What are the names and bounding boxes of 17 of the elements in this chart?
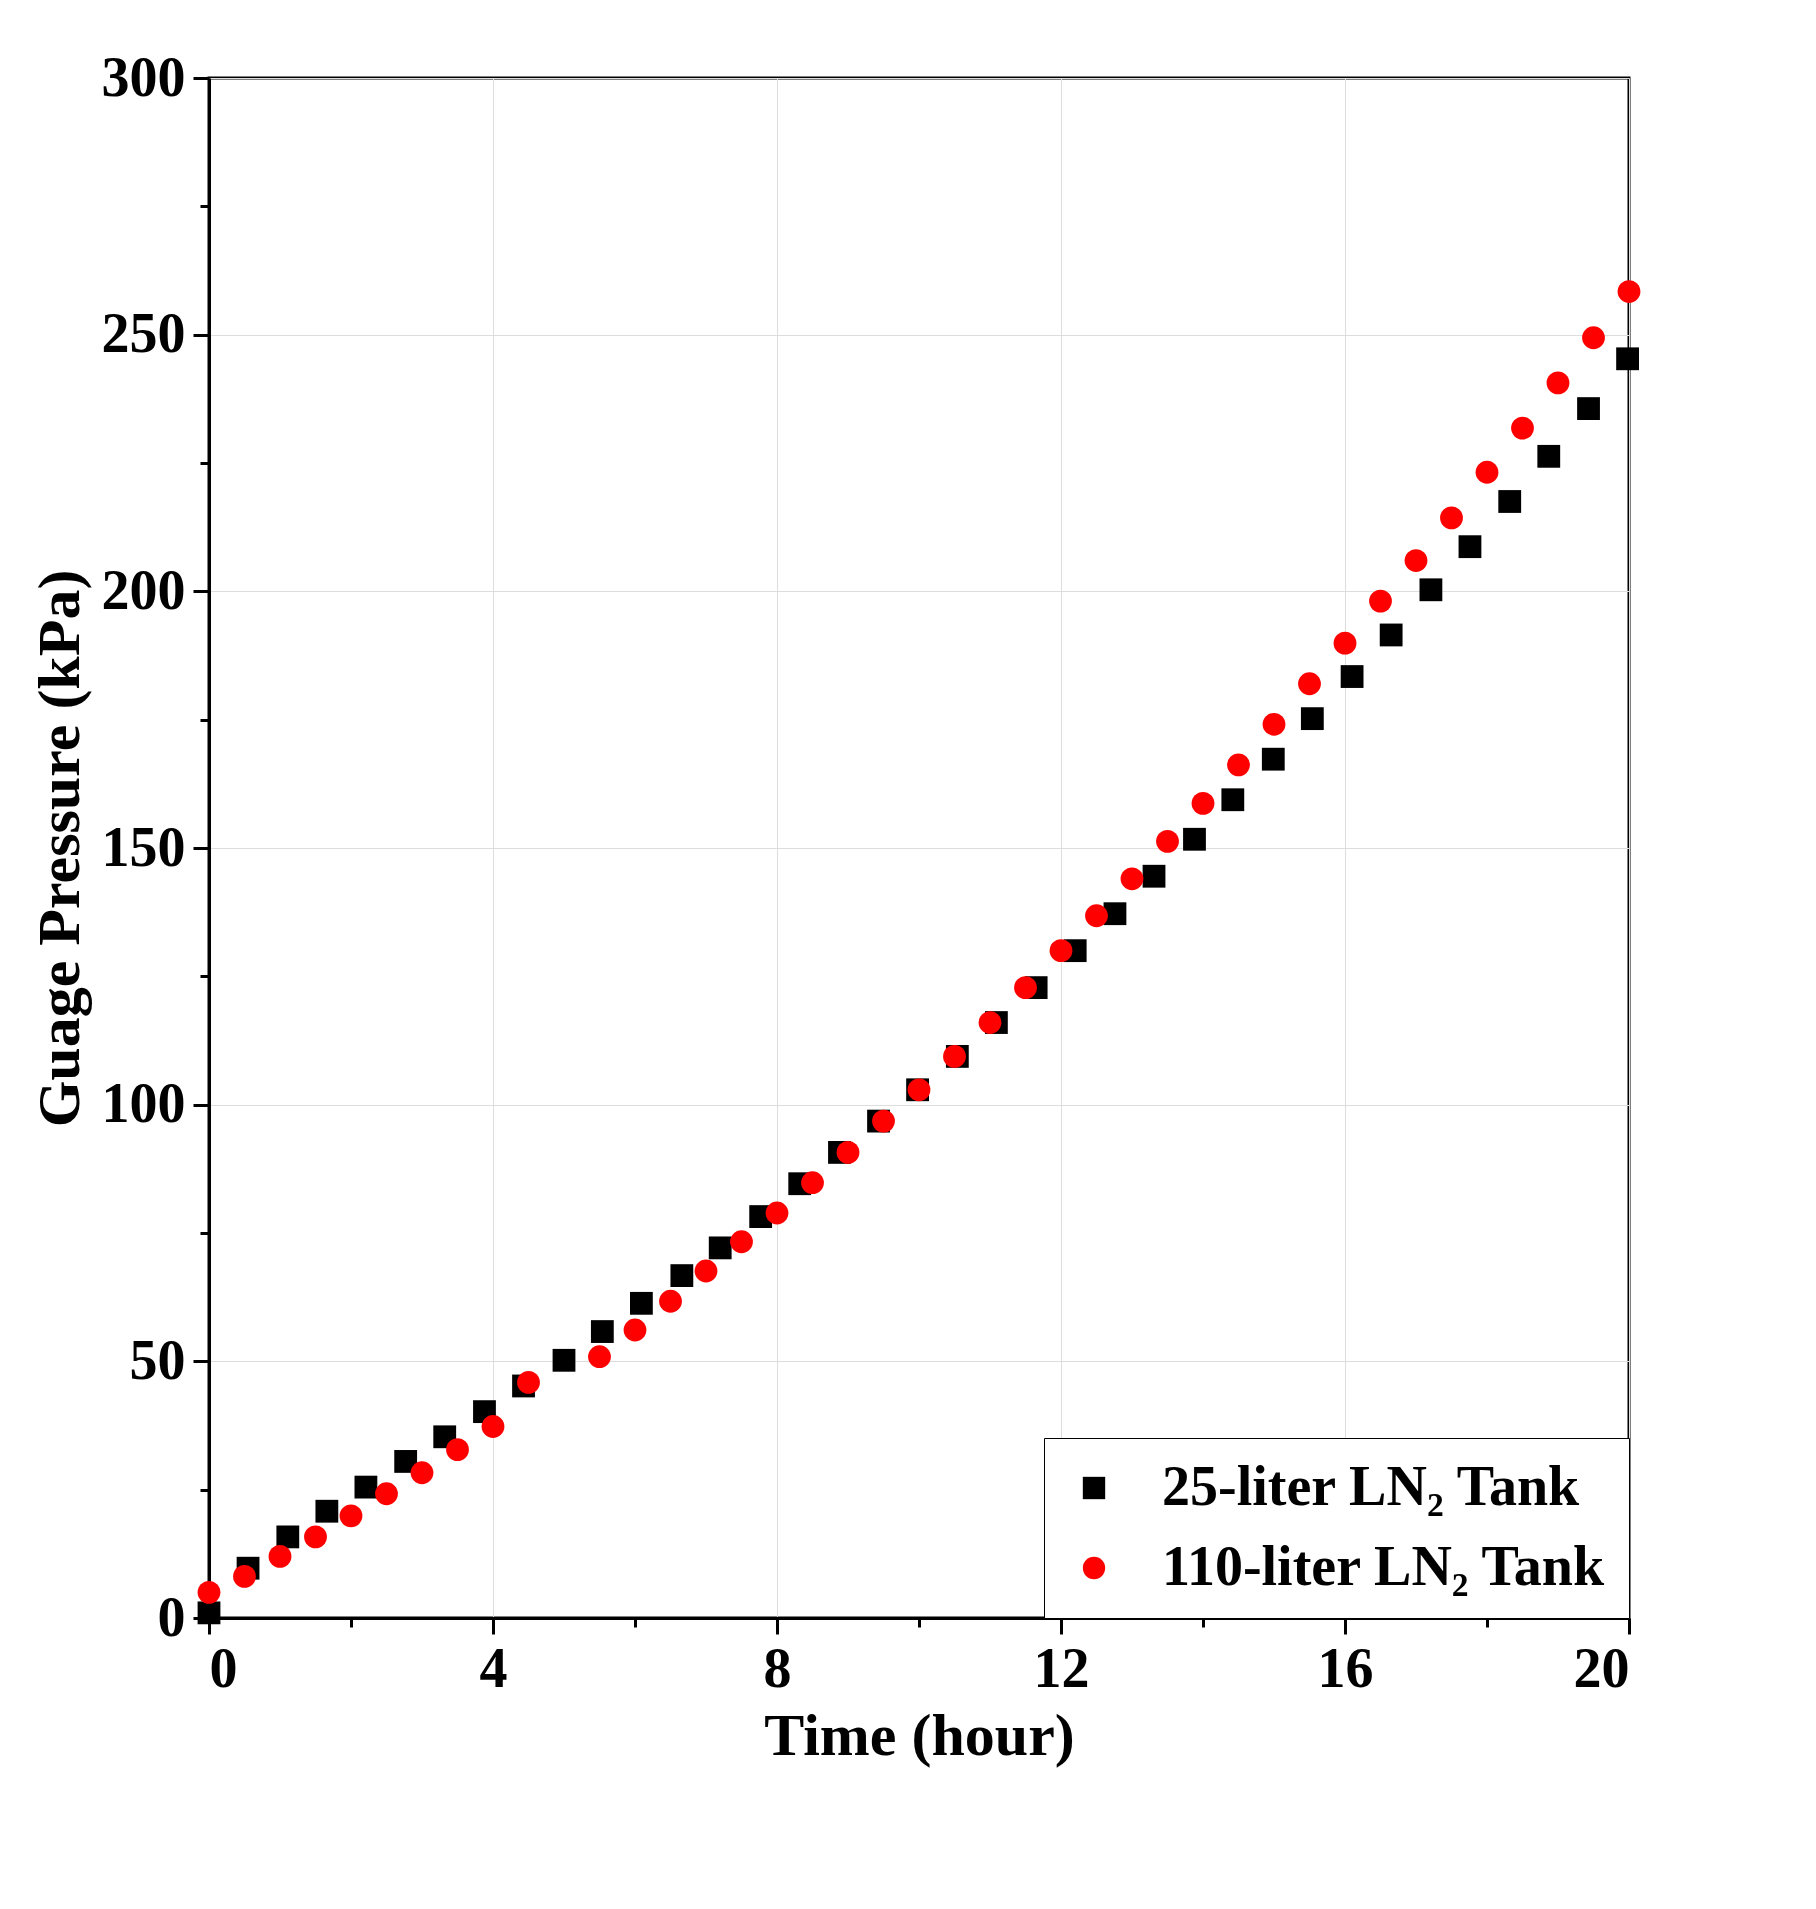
legend-label: 25-liter LN₂ Tank [1162,1455,1581,1517]
x-tick-label: 16 [1317,1636,1374,1699]
y-tick-label: 0 [157,1585,186,1648]
y-tick-label: 200 [101,558,186,621]
y-tick-label: 150 [101,815,186,878]
y-tick-label: 50 [129,1328,186,1391]
y-tick-label: 100 [101,1072,186,1135]
x-axis-title: Time (hour) [764,1701,1075,1768]
x-tick-label: 4 [479,1636,508,1699]
x-tick-label: 20 [1573,1636,1630,1699]
y-tick-label: 300 [101,45,186,108]
x-tick-label: 0 [209,1636,238,1699]
legend-label: 110-liter LN₂ Tank [1162,1535,1605,1597]
x-tick-label: 12 [1033,1636,1090,1699]
x-tick-label: 8 [763,1636,792,1699]
y-axis-title: Guage Pressure (kPa) [25,569,92,1128]
y-tick-label: 250 [101,302,186,365]
